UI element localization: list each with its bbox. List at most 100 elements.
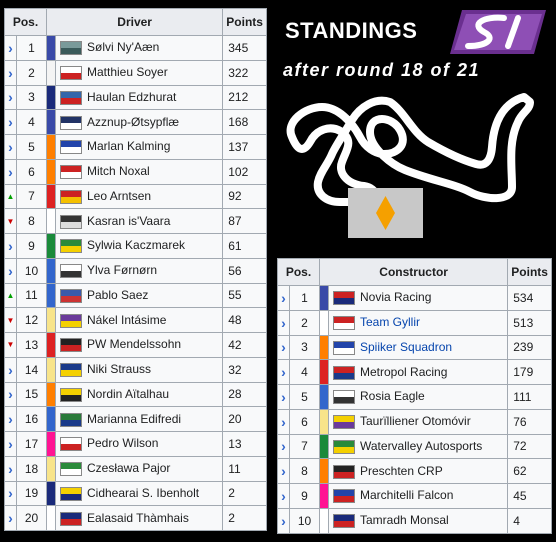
- points-cell: 56: [222, 257, 267, 284]
- trend-cell: ▲: [4, 282, 17, 309]
- trend-cell: ›: [4, 233, 17, 259]
- team-color-bar: [46, 158, 56, 185]
- flag-icon: [333, 316, 355, 331]
- constructor-name[interactable]: Team Gyllir: [360, 315, 421, 330]
- team-color-bar: [46, 332, 56, 358]
- team-color-bar: [46, 381, 56, 408]
- table-row: › 2 Matthieu Soyer 322: [4, 59, 267, 86]
- flag-icon: [60, 363, 82, 378]
- trend-neutral-icon: ›: [281, 388, 286, 405]
- constructor-points-header[interactable]: Points: [507, 258, 552, 286]
- driver-table-body: › 1 Sølvi Ny'Aæn 345 › 2 Matthieu Soyer 322 › 3 Ha…: [4, 35, 267, 531]
- team-color-bar: [319, 408, 329, 435]
- name-cell: Sølvi Ny'Aæn: [54, 35, 224, 61]
- trend-neutral-icon: ›: [281, 289, 286, 306]
- table-row: ▼ 12 Nákel Intásime 48: [4, 307, 267, 333]
- table-row: › 9 Sylwia Kaczmarek 61: [4, 233, 267, 259]
- points-cell: 42: [222, 332, 267, 358]
- constructor-name[interactable]: Spiiker Squadron: [360, 339, 453, 354]
- team-color-bar: [46, 282, 56, 309]
- team-color-bar: [319, 483, 329, 509]
- team-color-bar: [46, 35, 56, 61]
- table-row: › 3 Haulan Edzhurat 212: [4, 84, 267, 111]
- table-row: › 16 Marianna Edifredi 20: [4, 406, 267, 432]
- name-cell: Czesława Pajor: [54, 455, 224, 482]
- flag-icon: [60, 264, 82, 279]
- table-row: ▲ 11 Pablo Saez 55: [4, 282, 267, 309]
- table-row: › 19 Cidhearai S. Ibenholt 2: [4, 480, 267, 507]
- position-cell: 20: [16, 505, 47, 531]
- points-cell: 11: [222, 455, 267, 482]
- name-cell: Marlan Kalming: [54, 134, 224, 160]
- team-color-bar: [319, 309, 329, 336]
- table-row: › 1 Sølvi Ny'Aæn 345: [4, 35, 267, 61]
- driver-pos-header[interactable]: Pos.: [4, 8, 47, 36]
- points-cell: 168: [222, 109, 267, 135]
- trend-cell: ›: [277, 359, 290, 385]
- points-cell: 137: [222, 134, 267, 160]
- driver-name-header[interactable]: Driver: [45, 8, 224, 36]
- trend-neutral-icon: ›: [281, 314, 286, 331]
- position-cell: 5: [16, 134, 47, 160]
- points-cell: 87: [222, 208, 267, 234]
- points-cell: 111: [507, 384, 552, 410]
- points-cell: 13: [222, 431, 267, 457]
- driver-name: Czesława Pajor: [87, 461, 171, 476]
- name-cell: Nákel Intásime: [54, 307, 224, 333]
- position-cell: 17: [16, 431, 47, 457]
- trend-neutral-icon: ›: [8, 510, 13, 527]
- position-cell: 10: [16, 257, 47, 284]
- team-color-bar: [46, 505, 56, 531]
- table-row: › 18 Czesława Pajor 11: [4, 455, 267, 482]
- table-row: ▼ 8 Kasran is'Vaara 87: [4, 208, 267, 234]
- team-color-bar: [319, 285, 329, 311]
- trend-cell: ›: [4, 134, 17, 160]
- flag-icon: [60, 115, 82, 130]
- table-row: › 14 Niki Strauss 32: [4, 356, 267, 383]
- trend-cell: ›: [4, 35, 17, 61]
- name-cell: Ealasaid Thàmhais: [54, 505, 224, 531]
- team-color-bar: [46, 233, 56, 259]
- driver-name: Niki Strauss: [87, 362, 152, 377]
- flag-icon: [60, 412, 82, 427]
- driver-points-header[interactable]: Points: [222, 8, 267, 36]
- trend-cell: ›: [277, 483, 290, 509]
- flag-icon: [333, 464, 355, 479]
- table-row: › 6 Mitch Noxal 102: [4, 158, 267, 185]
- name-cell: Tamradh Monsal: [327, 507, 509, 534]
- trend-cell: ›: [4, 455, 17, 482]
- trend-cell: ›: [277, 507, 290, 534]
- name-cell: PW Mendelssohn: [54, 332, 224, 358]
- constructor-name: Tamradh Monsal: [360, 513, 449, 528]
- name-cell: Team Gyllir: [327, 309, 509, 336]
- name-cell: Azznup-Øtsypflæ: [54, 109, 224, 135]
- flag-icon: [60, 511, 82, 526]
- table-row: › 10 Tamradh Monsal 4: [277, 507, 552, 534]
- driver-name: Kasran is'Vaara: [87, 213, 171, 228]
- standings-title: STANDINGS: [285, 18, 418, 43]
- points-cell: 2: [222, 480, 267, 507]
- driver-name: Ylva Førnørn: [87, 263, 158, 278]
- table-row: › 7 Watervalley Autosports 72: [277, 433, 552, 460]
- points-cell: 179: [507, 359, 552, 385]
- position-cell: 12: [16, 307, 47, 333]
- points-cell: 102: [222, 158, 267, 185]
- position-cell: 3: [289, 334, 320, 361]
- trend-neutral-icon: ›: [8, 64, 13, 81]
- table-row: ▼ 13 PW Mendelssohn 42: [4, 332, 267, 358]
- position-cell: 6: [289, 408, 320, 435]
- position-cell: 18: [16, 455, 47, 482]
- table-row: › 17 Pedro Wilson 13: [4, 431, 267, 457]
- points-cell: 45: [507, 483, 552, 509]
- constructor-name: Taurïlliener Otomóvir: [360, 414, 471, 429]
- driver-standings-table: Pos. Driver Points › 1 Sølvi Ny'Aæn 345 › 2 Ma…: [4, 8, 267, 531]
- position-cell: 4: [289, 359, 320, 385]
- flag-icon: [60, 140, 82, 155]
- position-cell: 7: [289, 433, 320, 460]
- driver-name: Haulan Edzhurat: [87, 89, 177, 104]
- position-cell: 5: [289, 384, 320, 410]
- position-cell: 15: [16, 381, 47, 408]
- constructor-name-header[interactable]: Constructor: [318, 258, 509, 286]
- table-row: › 20 Ealasaid Thàmhais 2: [4, 505, 267, 531]
- constructor-pos-header[interactable]: Pos.: [277, 258, 320, 286]
